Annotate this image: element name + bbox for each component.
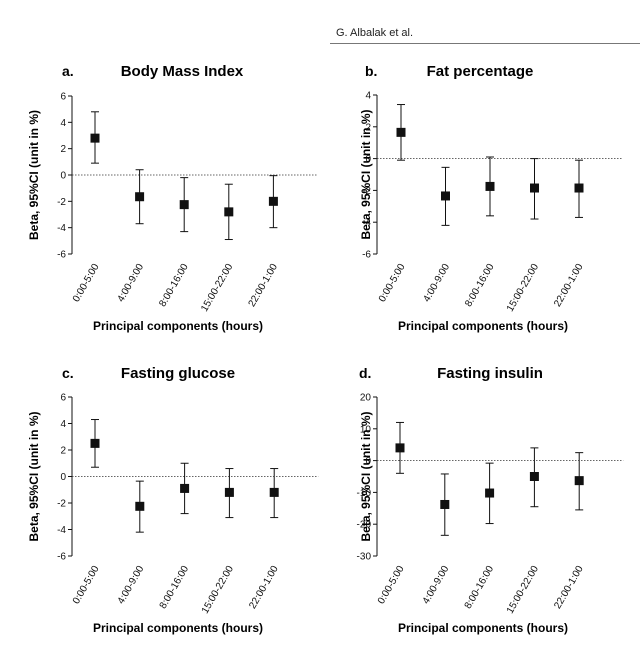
x-tick-label: 0:00-5:00	[377, 262, 408, 304]
data-point	[135, 192, 145, 202]
data-point	[485, 181, 495, 191]
data-point	[395, 443, 405, 453]
y-tick-label: 2	[60, 446, 66, 457]
header-rule	[330, 43, 640, 44]
x-tick-label: 0:00-5:00	[376, 564, 407, 606]
y-tick-label: 4	[60, 419, 66, 430]
data-point	[135, 501, 145, 511]
y-tick-label: -2	[57, 499, 66, 510]
y-axis-label: Beta, 95%CI (unit in %)	[359, 411, 373, 541]
x-tick-label: 22:00-1:00	[552, 262, 586, 309]
data-point	[529, 472, 539, 481]
data-point	[90, 438, 100, 448]
data-point	[574, 476, 584, 486]
x-tick-label: 4:00-9:00	[421, 564, 452, 606]
chart-a: a. Body Mass Index -6 -4 -2 0 2 4 6 Beta, 95%CI (…	[27, 63, 318, 333]
x-tick-label: 8:00-16:00	[463, 262, 497, 309]
chart-title: Fasting insulin	[437, 365, 543, 382]
panel-letter: d.	[359, 365, 371, 381]
y-tick-label: -20	[357, 520, 372, 531]
y-tick-label: 0	[60, 472, 66, 483]
data-point	[530, 183, 539, 193]
y-tick-label: 4	[365, 91, 371, 102]
x-tick-label: 8:00-16:00	[463, 564, 497, 611]
header-author: G. Albalak et al.	[336, 27, 414, 39]
y-tick-label: 2	[60, 144, 66, 155]
data-point	[269, 487, 279, 497]
panel-letter: a.	[62, 63, 74, 79]
data-point	[574, 183, 584, 193]
data-point	[485, 488, 495, 498]
x-tick-label: 22:00-1:00	[552, 564, 586, 611]
data-point	[440, 499, 450, 509]
data-point	[224, 487, 234, 497]
y-tick-label: 6	[60, 393, 66, 404]
x-tick-label: 22:00-1:00	[247, 564, 281, 611]
y-axis-label: Beta, 95%CI (unit in %)	[359, 109, 373, 239]
x-axis-label: Principal components (hours)	[398, 621, 568, 635]
y-tick-label: -4	[57, 223, 66, 234]
chart-title: Body Mass Index	[121, 63, 244, 80]
data-point	[180, 483, 190, 493]
x-axis-label: Principal components (hours)	[398, 319, 568, 333]
x-tick-label: 15:00-22:00	[505, 564, 541, 616]
y-tick-label: -6	[57, 552, 66, 563]
x-tick-label: 4:00-9:00	[116, 262, 147, 304]
data-point	[179, 200, 189, 210]
x-tick-label: 15:00-22:00	[505, 262, 541, 314]
data-point	[441, 191, 450, 201]
y-tick-label: 0	[365, 456, 371, 467]
y-tick-label: 10	[360, 424, 372, 435]
y-tick-label: -4	[57, 525, 66, 536]
y-tick-label: 20	[360, 393, 372, 404]
x-tick-label: 8:00-16:00	[158, 564, 192, 611]
data-point	[268, 196, 278, 206]
y-tick-label: -10	[357, 488, 372, 499]
x-axis-label: Principal components (hours)	[93, 319, 263, 333]
x-tick-label: 4:00-9:00	[116, 564, 147, 606]
x-tick-label: 8:00-16:00	[157, 262, 191, 309]
data-point	[224, 207, 234, 217]
x-tick-label: 22:00-1:00	[247, 262, 281, 309]
x-tick-label: 15:00-22:00	[200, 564, 236, 616]
y-tick-label: 2	[365, 122, 371, 133]
y-tick-label: -6	[362, 250, 371, 261]
x-tick-label: 15:00-22:00	[199, 262, 235, 314]
y-tick-label: -30	[357, 552, 372, 563]
y-tick-label: -2	[362, 186, 371, 197]
panel-letter: c.	[62, 365, 74, 381]
chart-title: Fasting glucose	[121, 365, 235, 382]
panel-letter: b.	[365, 63, 377, 79]
chart-c: c. Fasting glucose -6 -4 -2 0 2 4 6 Beta, 95%CI (…	[27, 365, 319, 635]
x-axis-label: Principal components (hours)	[93, 621, 263, 635]
x-tick-label: 0:00-5:00	[71, 564, 102, 606]
chart-d: d. Fasting insulin -30 -20 -10 0 10 20 Beta, 95%…	[357, 365, 624, 635]
x-tick-label: 4:00-9:00	[421, 262, 452, 304]
y-tick-label: 0	[365, 154, 371, 165]
chart-b: b. Fat percentage -6 -4 -2 0 2 4 Beta, 95%CI (un…	[359, 63, 623, 333]
y-tick-label: -2	[57, 197, 66, 208]
y-tick-label: -6	[57, 250, 66, 261]
y-axis-label: Beta, 95%CI (unit in %)	[27, 411, 41, 541]
data-point	[396, 127, 406, 137]
chart-title: Fat percentage	[427, 63, 534, 80]
y-tick-label: 4	[60, 118, 66, 129]
data-point	[90, 133, 100, 143]
y-tick-label: -4	[362, 218, 371, 229]
x-tick-label: 0:00-5:00	[71, 262, 102, 304]
y-tick-label: 6	[60, 92, 66, 103]
y-axis-label: Beta, 95%CI (unit in %)	[27, 110, 41, 240]
y-tick-label: 0	[60, 171, 66, 182]
